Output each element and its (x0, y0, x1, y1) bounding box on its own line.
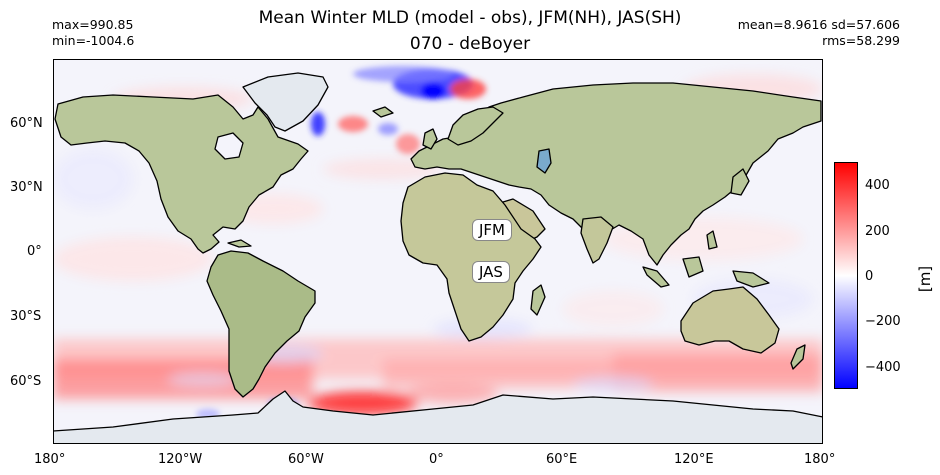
cbar-tick-0: 0 (865, 269, 874, 284)
hudson-bay (214, 132, 244, 160)
lat-tick-30s: 30°S (10, 309, 42, 324)
lat-tick-60n: 60°N (10, 116, 43, 131)
lon-tick-180e: 180° (804, 452, 836, 467)
lon-tick-180w: 180° (34, 452, 66, 467)
cbar-tick-200: 200 (865, 224, 890, 239)
lat-tick-0: 0° (27, 244, 42, 259)
lon-tick-120w: 120°W (158, 452, 203, 467)
stat-rms: rms=58.299 (822, 33, 900, 48)
mld-difference-map (53, 59, 823, 444)
greenland (242, 72, 329, 132)
eurasia (410, 82, 822, 266)
lat-tick-30n: 30°N (10, 180, 43, 195)
borneo (682, 256, 704, 278)
africa (400, 172, 542, 342)
cbar-tick-neg200: −200 (865, 314, 901, 329)
british-isles (422, 128, 438, 150)
title-line1: Mean Winter MLD (model - obs), JFM(NH), … (258, 8, 682, 28)
stats-left: max=990.85 min=-1004.6 (52, 17, 134, 49)
cuba (227, 239, 252, 248)
colorbar (834, 162, 858, 389)
madagascar (530, 284, 546, 316)
north-america (54, 94, 309, 254)
antarctica (53, 390, 823, 444)
cbar-tick-400: 400 (865, 178, 890, 193)
japan (730, 168, 750, 196)
lon-tick-0: 0° (429, 452, 444, 467)
continents (53, 72, 823, 444)
caspian-sea (536, 148, 552, 174)
stat-max: max=990.85 (52, 17, 134, 32)
india (580, 216, 614, 264)
iceland (372, 106, 394, 118)
lon-tick-60e: 60°E (546, 452, 578, 467)
south-america (206, 250, 316, 398)
new-zealand (790, 344, 806, 370)
sumatra (642, 266, 670, 288)
australia (680, 286, 780, 354)
colorbar-label: [m] (916, 265, 935, 293)
lon-tick-120e: 120°E (674, 452, 714, 467)
stats-right: mean=8.9616 sd=57.606 rms=58.299 (700, 17, 900, 49)
philippines (706, 230, 718, 250)
new-guinea (732, 270, 770, 288)
stat-mean-sd: mean=8.9616 sd=57.606 (737, 17, 900, 32)
map-frame (53, 59, 823, 444)
jas-label: JAS (472, 261, 510, 283)
colorbar-gradient (834, 162, 858, 389)
title-line2: 070 - deBoyer (409, 34, 531, 54)
scandinavia (447, 106, 504, 146)
cbar-tick-neg400: −400 (865, 360, 901, 375)
lat-tick-60s: 60°S (10, 374, 42, 389)
jfm-label: JFM (472, 219, 512, 241)
stat-min: min=-1004.6 (52, 33, 135, 48)
lon-tick-60w: 60°W (288, 452, 324, 467)
